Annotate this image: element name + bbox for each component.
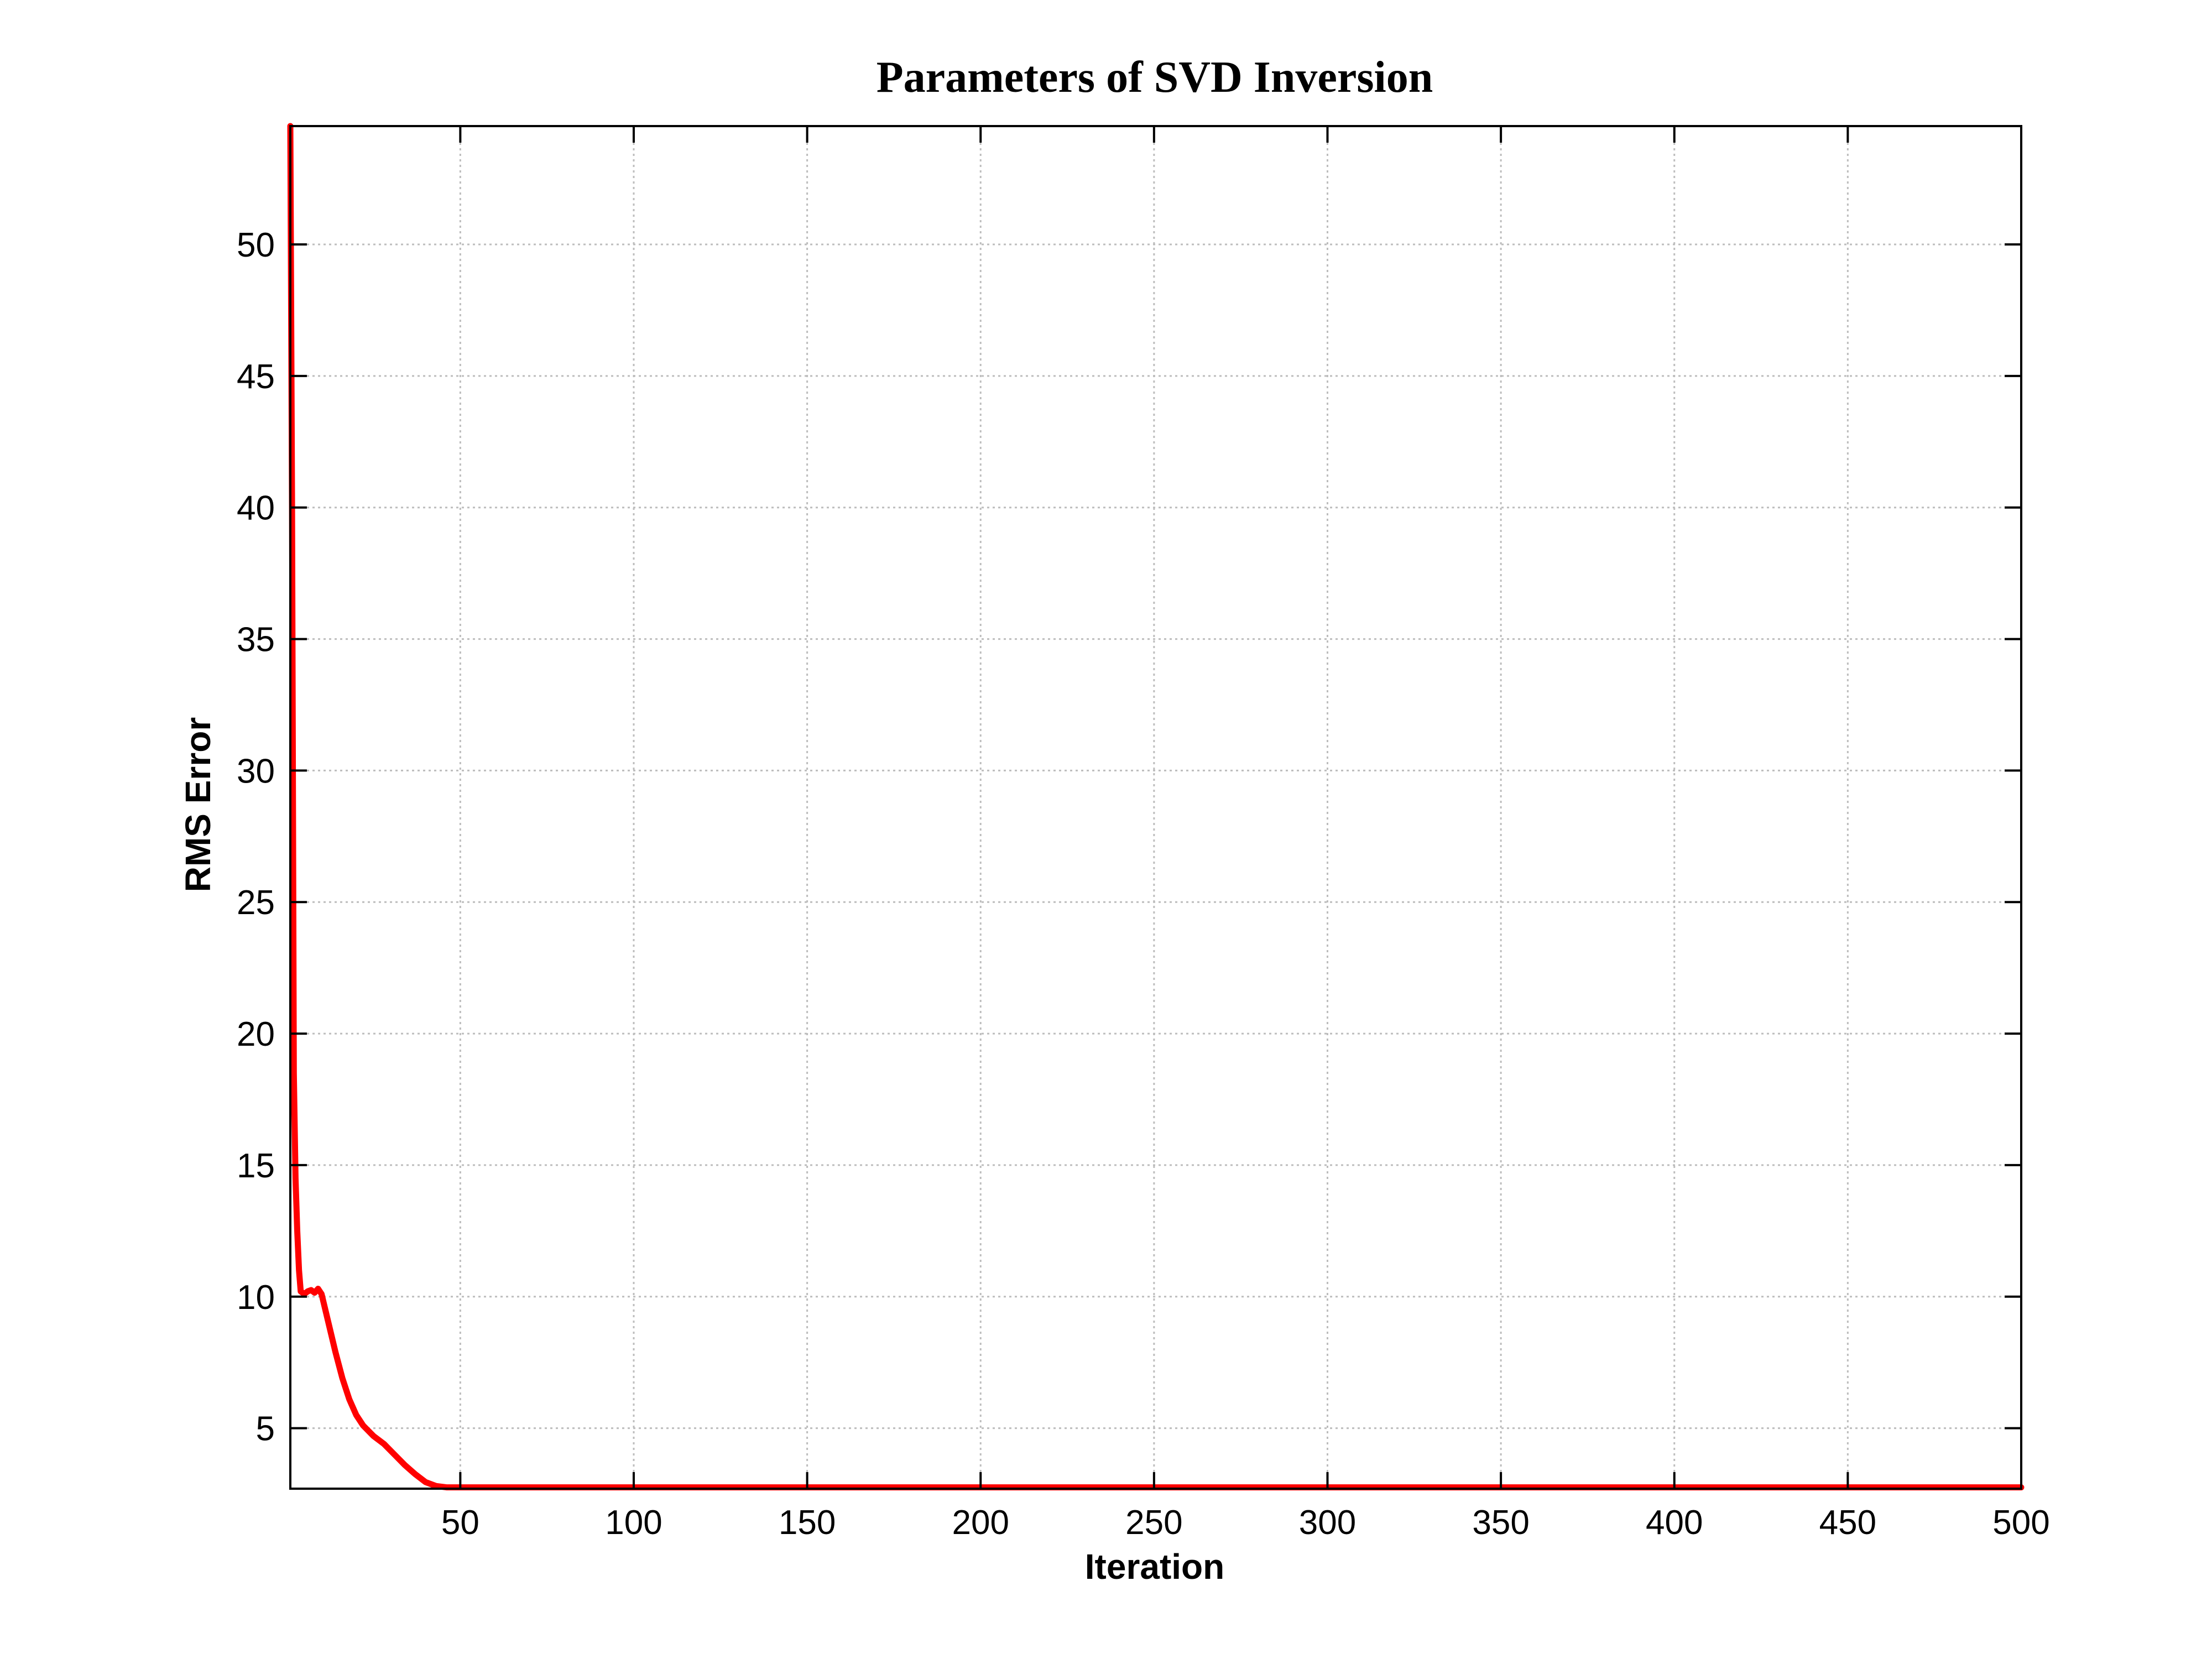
x-tick-label: 150 <box>779 1504 836 1542</box>
y-tick-label: 50 <box>237 226 275 264</box>
axes <box>289 125 2022 1490</box>
y-tick-label: 5 <box>256 1410 275 1448</box>
y-tick-label: 30 <box>237 752 275 790</box>
x-tick-label: 200 <box>952 1504 1009 1542</box>
y-tick-label: 15 <box>237 1147 275 1185</box>
x-tick-label: 250 <box>1125 1504 1182 1542</box>
tick-labels: 50 100 150 200 250 300 350 400 450 500 5 10 15 20 25 30… <box>237 226 2050 1542</box>
x-tick-label: 450 <box>1819 1504 1876 1542</box>
y-tick-label: 35 <box>237 621 275 659</box>
x-tick-label: 350 <box>1472 1504 1529 1542</box>
y-axis-label: RMS Error <box>178 717 218 893</box>
x-axis-label: Iteration <box>1085 1547 1224 1587</box>
plot-frame <box>289 125 2022 1490</box>
y-tick-label: 20 <box>237 1015 275 1053</box>
x-tick-label: 300 <box>1299 1504 1356 1542</box>
y-tick-label: 10 <box>237 1279 275 1317</box>
y-tick-label: 25 <box>237 884 275 922</box>
grid <box>290 126 2022 1489</box>
x-tick-label: 50 <box>441 1504 479 1542</box>
x-tick-label: 400 <box>1646 1504 1703 1542</box>
x-tick-label: 500 <box>1992 1504 2049 1542</box>
x-tick-label: 100 <box>605 1504 662 1542</box>
y-tick-label: 45 <box>237 358 275 396</box>
chart-title: Parameters of SVD Inversion <box>877 53 1433 102</box>
y-tick-label: 40 <box>237 489 275 528</box>
series-line <box>287 123 2025 1491</box>
series-layer <box>287 123 2025 1491</box>
